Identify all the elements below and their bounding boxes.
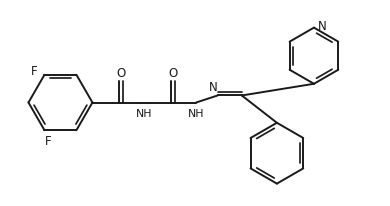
Text: O: O	[168, 67, 177, 80]
Text: N: N	[318, 20, 327, 33]
Text: F: F	[31, 65, 37, 78]
Text: NH: NH	[136, 109, 152, 118]
Text: NH: NH	[188, 109, 204, 118]
Text: F: F	[45, 134, 51, 147]
Text: O: O	[116, 67, 126, 80]
Text: N: N	[209, 81, 217, 94]
